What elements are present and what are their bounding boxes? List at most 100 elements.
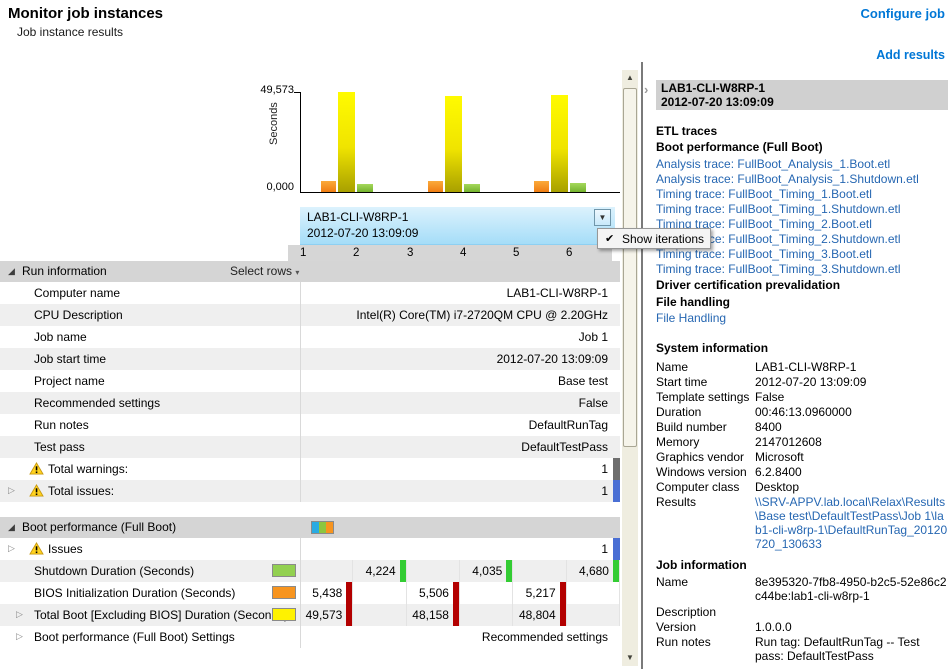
totalboot-score-bar — [452, 604, 459, 626]
kv-value: Desktop — [755, 480, 800, 494]
row-label: Project name — [34, 374, 105, 388]
row-label: Issues — [48, 542, 83, 556]
table-row-bios-duration: BIOS Initialization Duration (Seconds) 5… — [0, 582, 620, 604]
metric-cell: 4,224 — [353, 560, 407, 582]
metric-cell — [513, 560, 567, 582]
row-value: Recommended settings — [481, 630, 608, 644]
bar-bios-iteration-1[interactable] — [321, 181, 336, 192]
pane-divider — [641, 62, 643, 669]
page-title: Monitor job instances — [8, 5, 164, 22]
bar-shutdown-iteration-3[interactable] — [570, 183, 586, 192]
metric-cell — [567, 604, 620, 626]
selected-machine-name: LAB1-CLI-W8RP-1 — [307, 210, 409, 224]
kv-label: Start time — [656, 375, 708, 389]
etl-trace-link[interactable]: Timing trace: FullBoot_Timing_2.Boot.etl — [656, 217, 872, 231]
etl-trace-link[interactable]: Timing trace: FullBoot_Timing_3.Shutdown… — [656, 262, 901, 276]
table-row: Job name Job 1 — [0, 326, 620, 348]
bar-totalboot-iteration-1[interactable] — [338, 92, 355, 192]
table-row-shutdown-duration: Shutdown Duration (Seconds) 4,224 4,035 … — [0, 560, 620, 582]
row-label: Total issues: — [48, 484, 115, 498]
warning-icon — [29, 484, 44, 497]
etl-trace-link[interactable]: Analysis trace: FullBoot_Analysis_1.Boot… — [656, 157, 891, 171]
select-rows-dropdown[interactable]: Select rows ▾ — [230, 264, 300, 278]
kv-label: Description — [656, 605, 717, 619]
row-value: 1 — [601, 462, 608, 476]
scroll-down-icon[interactable]: ▼ — [626, 653, 634, 662]
left-pane-scrollbar[interactable]: ▲ ▼ — [622, 70, 638, 666]
boot-perf-traces-title: Boot performance (Full Boot) — [656, 140, 823, 154]
kv-label: Duration — [656, 405, 702, 419]
x-tick-5: 5 — [513, 247, 520, 259]
shutdown-value-1: 4,224 — [365, 564, 396, 578]
scrollbar-thumb[interactable] — [623, 88, 637, 447]
table-row: Computer name LAB1-CLI-W8RP-1 — [0, 282, 620, 304]
boot-performance-header[interactable]: ◢ Boot performance (Full Boot) — [0, 517, 620, 538]
bar-shutdown-iteration-2[interactable] — [464, 184, 480, 192]
etl-trace-link[interactable]: Timing trace: FullBoot_Timing_3.Boot.etl — [656, 247, 872, 261]
etl-trace-link[interactable]: Timing trace: FullBoot_Timing_2.Shutdown… — [656, 232, 901, 246]
row-value: LAB1-CLI-W8RP-1 — [506, 286, 608, 300]
scroll-up-icon[interactable]: ▲ — [626, 73, 634, 82]
expander-collapsed-icon[interactable]: ▷ — [16, 609, 23, 619]
expander-collapsed-icon[interactable]: ▷ — [8, 485, 15, 495]
metric-cell — [407, 560, 460, 582]
results-path-link[interactable]: \\SRV-APPV.lab.local\Relax\Results\Base … — [755, 495, 948, 551]
totalboot-score-bar — [346, 604, 353, 626]
bios-score-bar — [559, 582, 566, 604]
table-row-total-warnings: Total warnings: 1 — [0, 458, 620, 480]
row-label: CPU Description — [34, 308, 123, 322]
bar-totalboot-iteration-3[interactable] — [551, 95, 568, 192]
file-handling-link[interactable]: File Handling — [656, 311, 727, 325]
expander-expanded-icon[interactable]: ◢ — [8, 522, 15, 532]
shutdown-color-swatch — [272, 564, 296, 577]
row-label: Shutdown Duration (Seconds) — [34, 564, 195, 578]
row-value: Intel(R) Core(TM) i7-2720QM CPU @ 2.20GH… — [356, 308, 608, 322]
kv-label: Template settings — [656, 390, 750, 404]
file-handling-title: File handling — [656, 295, 730, 309]
page-subtitle: Job instance results — [17, 25, 124, 39]
shutdown-score-bar — [506, 560, 513, 582]
kv-label: Version — [656, 620, 697, 634]
totalboot-value-1: 49,573 — [305, 608, 343, 622]
bar-shutdown-iteration-1[interactable] — [357, 184, 373, 192]
boot-performance-chart — [300, 92, 620, 193]
x-tick-2: 2 — [353, 247, 360, 259]
kv-value: LAB1-CLI-W8RP-1 — [755, 360, 857, 374]
job-information-title: Job information — [656, 558, 747, 572]
x-tick-1: 1 — [300, 247, 307, 259]
expander-expanded-icon[interactable]: ◢ — [8, 266, 15, 276]
metric-cell: 5,506 — [407, 582, 460, 604]
row-value: DefaultRunTag — [528, 418, 608, 432]
expander-collapsed-icon[interactable]: ▷ — [8, 543, 15, 553]
kv-value: 1.0.0.0 — [755, 620, 792, 634]
kv-label: Results — [656, 495, 697, 509]
configure-job-link[interactable]: Configure job — [860, 6, 946, 21]
etl-trace-link[interactable]: Analysis trace: FullBoot_Analysis_1.Shut… — [656, 172, 919, 186]
row-label: Job name — [34, 330, 87, 344]
row-label: Total Boot [Excluding BIOS] Duration (Se… — [34, 608, 289, 622]
kv-value: Microsoft — [755, 450, 804, 464]
etl-trace-link[interactable]: Timing trace: FullBoot_Timing_1.Boot.etl — [656, 187, 872, 201]
bar-bios-iteration-3[interactable] — [534, 181, 549, 192]
bios-score-bar — [346, 582, 353, 604]
selected-machine-strip[interactable]: LAB1-CLI-W8RP-1 2012-07-20 13:09:09 — [300, 207, 615, 245]
totalboot-color-swatch — [272, 608, 296, 621]
kv-label: Windows version — [656, 465, 747, 479]
expander-collapsed-icon[interactable]: ▷ — [16, 631, 23, 641]
kv-value: 8400 — [755, 420, 782, 434]
add-results-link[interactable]: Add results — [876, 48, 945, 62]
row-label: Test pass — [34, 440, 85, 454]
row-label: Boot performance (Full Boot) Settings — [34, 630, 235, 644]
run-information-header[interactable]: ◢ Run information Select rows ▾ — [0, 261, 620, 282]
etl-trace-link[interactable]: Timing trace: FullBoot_Timing_1.Shutdown… — [656, 202, 901, 216]
menu-item-show-iterations[interactable]: Show iterations — [622, 232, 705, 246]
metric-cell: 4,035 — [460, 560, 514, 582]
chevron-down-icon: ▼ — [598, 213, 607, 222]
chevron-right-icon[interactable]: › — [644, 82, 649, 97]
bar-bios-iteration-2[interactable] — [428, 181, 443, 192]
table-row: Recommended settings False — [0, 392, 620, 414]
machine-options-dropdown-button[interactable]: ▼ — [594, 209, 611, 226]
table-row-total-issues: ▷ Total issues: 1 — [0, 480, 620, 502]
table-row: Run notes DefaultRunTag — [0, 414, 620, 436]
bar-totalboot-iteration-2[interactable] — [445, 96, 462, 192]
